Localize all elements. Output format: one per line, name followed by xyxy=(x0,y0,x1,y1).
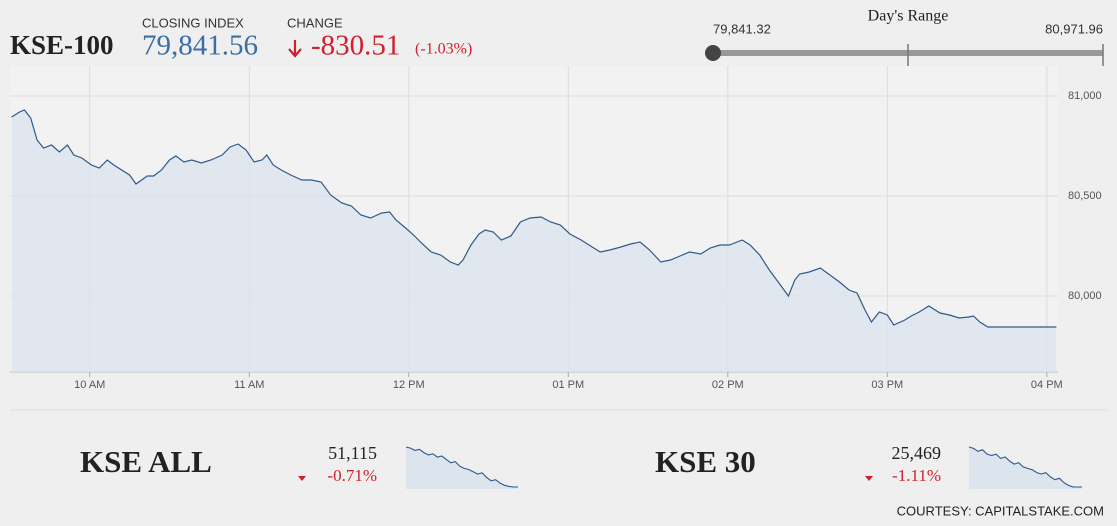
x-tick-label: 12 PM xyxy=(393,379,425,391)
sparkline xyxy=(405,446,518,488)
sparkline-area xyxy=(406,447,518,489)
index-change: -0.71% xyxy=(327,466,377,485)
area xyxy=(11,110,1057,372)
closing-label: CLOSING INDEX xyxy=(142,15,244,30)
day-range-label: Day's Range xyxy=(868,8,949,25)
symbol: KSE-100 xyxy=(10,30,114,60)
sparkline xyxy=(968,446,1082,488)
y-tick-label: 80,000 xyxy=(1068,290,1102,302)
x-tick-label: 10 AM xyxy=(74,379,105,391)
x-tick-label: 11 AM xyxy=(234,379,264,391)
index-change: -1.11% xyxy=(892,466,941,485)
day-range-high: 80,971.96 xyxy=(1045,21,1103,36)
change-percent: (-1.03%) xyxy=(415,41,472,58)
down-triangle xyxy=(298,476,306,481)
down-triangle xyxy=(865,476,873,481)
index-name: KSE ALL xyxy=(80,444,212,479)
y-tick-label: 81,000 xyxy=(1068,90,1102,102)
index-value: 51,115 xyxy=(328,443,377,463)
index-name: KSE 30 xyxy=(655,444,756,479)
x-tick-label: 02 PM xyxy=(712,379,744,391)
x-tick-label: 01 PM xyxy=(552,379,584,391)
change-label: CHANGE xyxy=(287,15,343,30)
footer: COURTESY: CAPITALSTAKE.COM xyxy=(897,503,1104,518)
x-tick-label: 03 PM xyxy=(871,379,903,391)
y-tick-label: 80,500 xyxy=(1068,190,1102,202)
closing-value: 79,841.56 xyxy=(142,30,258,62)
x-tick-label: 04 PM xyxy=(1031,379,1063,391)
index-value: 25,469 xyxy=(892,443,942,463)
range-marker xyxy=(705,45,721,61)
down-arrow xyxy=(288,40,302,58)
day-range-low: 79,841.32 xyxy=(713,21,771,36)
price-line xyxy=(11,109,1057,328)
change-value: -830.51 xyxy=(311,30,400,62)
